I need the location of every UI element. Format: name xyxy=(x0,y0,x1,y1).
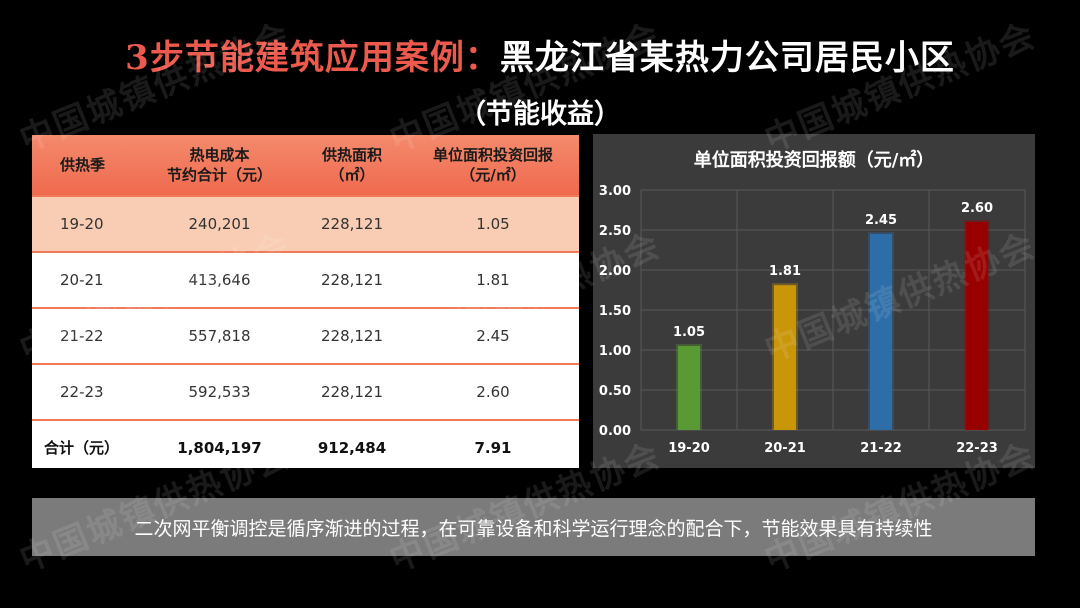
bar xyxy=(966,222,988,430)
table-cell: 1.05 xyxy=(476,215,510,233)
y-tick-label: 0.00 xyxy=(599,424,631,439)
table-cell: 7.91 xyxy=(474,439,512,457)
savings-table: 供热季 热电成本 节约合计（元） 供热面积 （㎡） 单位面积投资回报 （元/㎡）… xyxy=(32,135,579,468)
table-cell: 21-22 xyxy=(60,327,104,345)
page-title: 3步节能建筑应用案例：黑龙江省某热力公司居民小区 xyxy=(0,30,1080,79)
table-cell: 413,646 xyxy=(188,271,251,289)
table-cell: 228,121 xyxy=(320,327,384,345)
page-subtitle: （节能收益） xyxy=(459,99,621,130)
table-cell: 2.45 xyxy=(476,327,510,345)
y-tick-label: 2.00 xyxy=(599,264,631,279)
table-cell: 1,804,197 xyxy=(177,439,262,457)
bar xyxy=(774,285,796,430)
table-cell: 228,121 xyxy=(320,215,384,233)
table-header: 供热季 热电成本 节约合计（元） 供热面积 （㎡） 单位面积投资回报 （元/㎡） xyxy=(32,135,579,195)
bar-chart-svg: 0.00 0.50 1.00 1.50 2.00 2.50 3.00 1.05 19-20 1.8… xyxy=(599,184,1026,456)
table-row: 21-22 557,818 228,121 2.45 xyxy=(32,307,579,363)
x-tick-label: 22-23 xyxy=(956,441,998,456)
y-tick-label: 2.50 xyxy=(599,224,631,239)
table-cell: 2.60 xyxy=(476,383,510,401)
x-tick-label: 20-21 xyxy=(764,441,806,456)
y-tick-label: 0.50 xyxy=(599,384,631,399)
bar-value-label: 2.60 xyxy=(961,201,993,216)
bar-value-label: 1.81 xyxy=(769,264,801,279)
table-header-cell: 热电成本 节约合计（元） xyxy=(166,146,272,184)
bar xyxy=(678,346,700,430)
y-tick-label: 1.50 xyxy=(599,304,631,319)
title-red-part: 3步节能建筑应用案例： xyxy=(125,38,500,78)
table-cell: 592,533 xyxy=(188,383,251,401)
table-header-cell: 供热季 xyxy=(60,156,106,174)
chart-title: 单位面积投资回报额（元/㎡） xyxy=(693,150,935,171)
return-chart: 单位面积投资回报额（元/㎡） 0.00 0.50 1.00 1.50 2.00 2.50 3… xyxy=(593,134,1035,468)
table-cell: 557,818 xyxy=(188,327,251,345)
table-header-cell: 供热面积 （㎡） xyxy=(321,146,382,184)
bar-value-label: 2.45 xyxy=(865,213,897,228)
table-row: 22-23 592,533 228,121 2.60 xyxy=(32,363,579,419)
bar-value-label: 1.05 xyxy=(673,325,705,340)
table-cell: 1.81 xyxy=(476,271,510,289)
x-tick-label: 19-20 xyxy=(668,441,710,456)
table-total-row: 合计（元） 1,804,197 912,484 7.91 xyxy=(32,419,579,468)
table-cell: 19-20 xyxy=(60,215,104,233)
title-white-part: 黑龙江省某热力公司居民小区 xyxy=(499,38,955,78)
y-tick-label: 1.00 xyxy=(599,344,631,359)
y-tick-label: 3.00 xyxy=(599,184,631,199)
table-cell: 20-21 xyxy=(60,271,104,289)
x-tick-label: 21-22 xyxy=(860,441,902,456)
table-row: 20-21 413,646 228,121 1.81 xyxy=(32,251,579,307)
table-cell: 228,121 xyxy=(320,271,384,289)
table-header-cell: 单位面积投资回报 （元/㎡） xyxy=(432,146,553,184)
bar xyxy=(870,234,892,430)
table-row: 19-20 240,201 228,121 1.05 xyxy=(32,195,579,251)
table-cell: 合计（元） xyxy=(44,439,120,457)
table-cell: 228,121 xyxy=(320,383,384,401)
table-cell: 912,484 xyxy=(317,439,387,457)
footnote-banner: 二次网平衡调控是循序渐进的过程，在可靠设备和科学运行理念的配合下，节能效果具有持… xyxy=(32,498,1035,556)
table-cell: 240,201 xyxy=(188,215,251,233)
table-cell: 22-23 xyxy=(60,383,104,401)
